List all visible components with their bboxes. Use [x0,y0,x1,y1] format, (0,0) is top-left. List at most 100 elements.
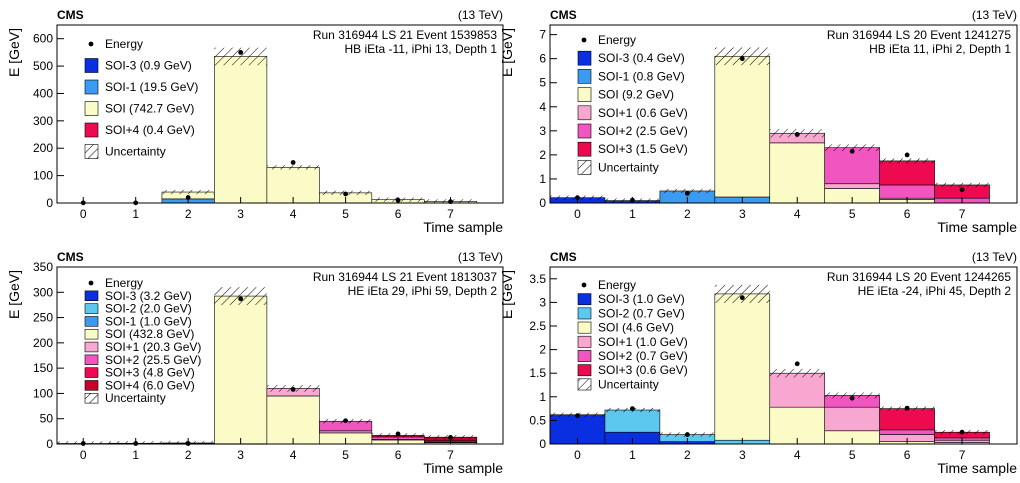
bar-segment-3-5-6 [879,408,935,431]
y-tick-label-3-4: 2 [539,343,546,357]
y-tick-label-3-5: 2.5 [529,319,546,333]
x-axis-title-3: Time sample [937,460,1017,476]
y-tick-label-1-5: 5 [539,76,546,90]
info-line1-1: Run 316944 LS 20 Event 1241275 [827,28,1011,42]
legend-label-3-3: SOI+1 (1.0 GeV) [598,335,688,349]
energy-point-1-7 [959,187,965,193]
bar-segment-2-4-5 [319,430,373,434]
energy-point-3-4 [794,361,800,367]
x-tick-label-3-0: 0 [574,448,581,462]
y-tick-label-3-7: 3.5 [529,272,546,286]
x-tick-label-3-7: 7 [959,448,966,462]
plot-frame-2 [56,266,504,445]
x-tick-label-1-7: 7 [959,207,966,221]
uncertainty-band-2-3 [214,287,267,305]
legend-label-3-5: SOI+3 (0.6 GeV) [598,363,688,377]
legend-swatch-3-0 [577,293,592,306]
legend-swatch-1-3 [577,105,592,121]
bar-segment-1-4-6 [879,184,935,199]
legend-energy-marker-0 [88,41,94,47]
legend-label-0-3: SOI+4 (0.4 GeV) [105,123,195,137]
legend-swatch-3-2 [577,321,592,334]
y-tick-label-2-6: 300 [33,285,53,299]
energy-point-1-2 [684,190,690,196]
bar-segment-2-3-3 [214,295,268,445]
legend-label-0-2: SOI (742.7 GeV) [105,102,194,116]
energy-point-3-5 [849,395,855,401]
legend-swatch-0-3 [84,122,99,138]
x-tick-label-2-2: 2 [185,448,192,462]
info-line2-1: HB iEta 11, iPhi 2, Depth 1 [869,42,1011,56]
info-line1-3: Run 316944 LS 20 Event 1244265 [827,270,1011,284]
legend-label-2-1: SOI-2 (2.0 GeV) [105,302,192,316]
energy-point-3-3 [739,295,745,301]
legend-label-1-3: SOI+1 (0.6 GeV) [598,106,688,120]
y-tick-label-1-3: 3 [539,124,546,138]
legend-label-2-3: SOI (432.8 GeV) [105,327,194,341]
legend-energy-marker-3 [581,282,587,288]
energy-point-0-5 [343,191,348,197]
y-tick-label-0-3: 300 [33,114,53,128]
x-tick-label-0-4: 4 [290,207,297,221]
energy-point-3-6 [904,405,910,411]
legend-swatch-2-6 [84,367,99,378]
x-tick-label-2-0: 0 [80,448,87,462]
y-tick-label-3-6: 3 [539,295,546,309]
uncertainty-band-1-2 [659,188,715,194]
y-tick-label-0-1: 100 [33,169,53,183]
legend-uncertainty-swatch-1 [577,160,592,175]
legend-0: Energy SOI-3 (0.9 GeV) SOI-1 (19.5 GeV) SOI… [84,37,198,159]
bar-segment-1-2-4 [769,142,826,204]
bar-segment-3-3-4 [769,372,826,408]
y-tick-label-3-1: 0.5 [529,413,546,427]
y-tick-label-3-2: 1 [539,390,546,404]
legend-swatch-3-1 [577,307,592,320]
bar-segment-3-1-1 [604,409,661,433]
legend-label-0-1: SOI-1 (19.5 GeV) [105,80,198,94]
x-tick-label-3-6: 6 [904,448,911,462]
legend-label-2-6: SOI+3 (4.8 GeV) [105,366,195,380]
energy-point-2-7 [448,435,453,440]
legend-swatch-0-2 [84,101,99,116]
y-axis-title-3: E [GeV] [499,270,515,319]
legend-label-3-4: SOI+2 (0.7 GeV) [598,349,688,363]
bar-segment-2-3-4 [266,395,320,445]
x-tick-label-2-1: 1 [132,448,139,462]
legend-swatch-3-3 [577,335,592,348]
legend-swatch-2-7 [84,380,99,391]
y-tick-label-2-1: 50 [40,412,54,426]
legend-uncertainty-swatch-3 [577,378,592,391]
y-tick-label-2-2: 100 [33,386,53,400]
uncertainty-band-1-6 [879,158,935,164]
legend-energy-label-1: Energy [598,33,636,47]
info-line2-2: HE iEta 29, iPhi 59, Depth 2 [348,284,498,298]
experiment-label-0: CMS [57,8,84,22]
legend-energy-label-0: Energy [105,37,143,51]
energy-point-2-5 [343,418,348,424]
energy-point-3-0 [575,413,580,419]
info-line1-0: Run 316944 LS 21 Event 1539853 [313,28,497,42]
y-axis-title-2: E [GeV] [6,270,22,319]
uncertainty-band-0-4 [266,165,320,170]
legend-swatch-0-1 [84,79,99,95]
legend-swatch-2-1 [84,303,99,314]
x-tick-label-2-5: 5 [342,448,349,462]
legend-energy-marker-1 [581,37,587,43]
x-tick-label-0-6: 6 [395,207,402,221]
uncertainty-band-1-5 [824,144,880,151]
bar-segment-1-3-5 [824,183,880,189]
energy-point-0-4 [290,160,296,165]
legend-label-2-7: SOI+4 (6.0 GeV) [105,378,195,392]
legend-label-2-5: SOI+2 (25.5 GeV) [105,353,201,367]
legend-uncertainty-label-1: Uncertainty [598,160,659,174]
y-tick-label-1-2: 2 [539,148,546,162]
legend-swatch-2-4 [84,341,99,353]
x-tick-label-3-5: 5 [849,448,856,462]
legend-swatch-3-4 [577,350,592,362]
energy-point-2-4 [290,386,296,392]
energy-point-3-7 [959,429,965,435]
x-axis-title-1: Time sample [937,219,1017,235]
